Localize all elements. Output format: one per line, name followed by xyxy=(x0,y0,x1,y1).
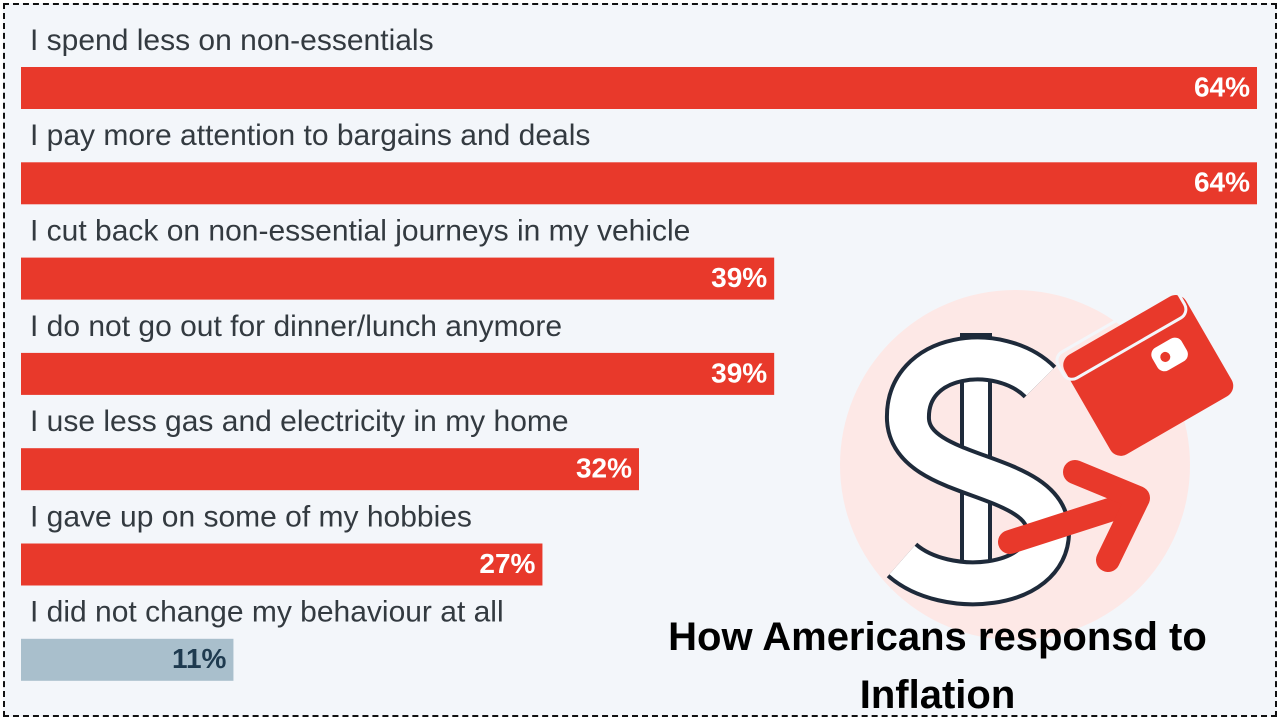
category-label: I use less gas and electricity in my hom… xyxy=(30,405,569,438)
value-label: 39% xyxy=(711,357,767,388)
chart-title: How Americans responsd to Inflation xyxy=(668,615,1207,717)
bar xyxy=(21,543,543,586)
bar xyxy=(21,162,1257,205)
arrow-head xyxy=(1063,460,1150,572)
dollar-fill xyxy=(889,339,1068,603)
category-label: I do not go out for dinner/lunch anymore xyxy=(30,310,562,343)
arrow-shaft xyxy=(998,493,1137,554)
category-label: I gave up on some of my hobbies xyxy=(30,500,472,533)
value-label: 32% xyxy=(576,453,632,484)
category-label: I spend less on non-essentials xyxy=(30,24,434,57)
value-label: 11% xyxy=(172,643,227,674)
wallet xyxy=(1055,289,1234,456)
bar xyxy=(21,257,775,300)
value-label: 39% xyxy=(711,262,767,293)
value-label: 64% xyxy=(1194,71,1250,102)
category-label: I pay more attention to bargains and dea… xyxy=(30,119,590,152)
illustration xyxy=(840,289,1234,640)
bar xyxy=(21,67,1257,109)
category-label: I did not change my behaviour at all xyxy=(30,596,504,629)
category-label: I cut back on non-essential journeys in … xyxy=(30,215,690,248)
bar xyxy=(21,638,234,681)
value-label: 64% xyxy=(1194,167,1250,198)
bar xyxy=(21,352,775,395)
bar xyxy=(21,448,639,491)
value-label: 27% xyxy=(479,548,535,579)
